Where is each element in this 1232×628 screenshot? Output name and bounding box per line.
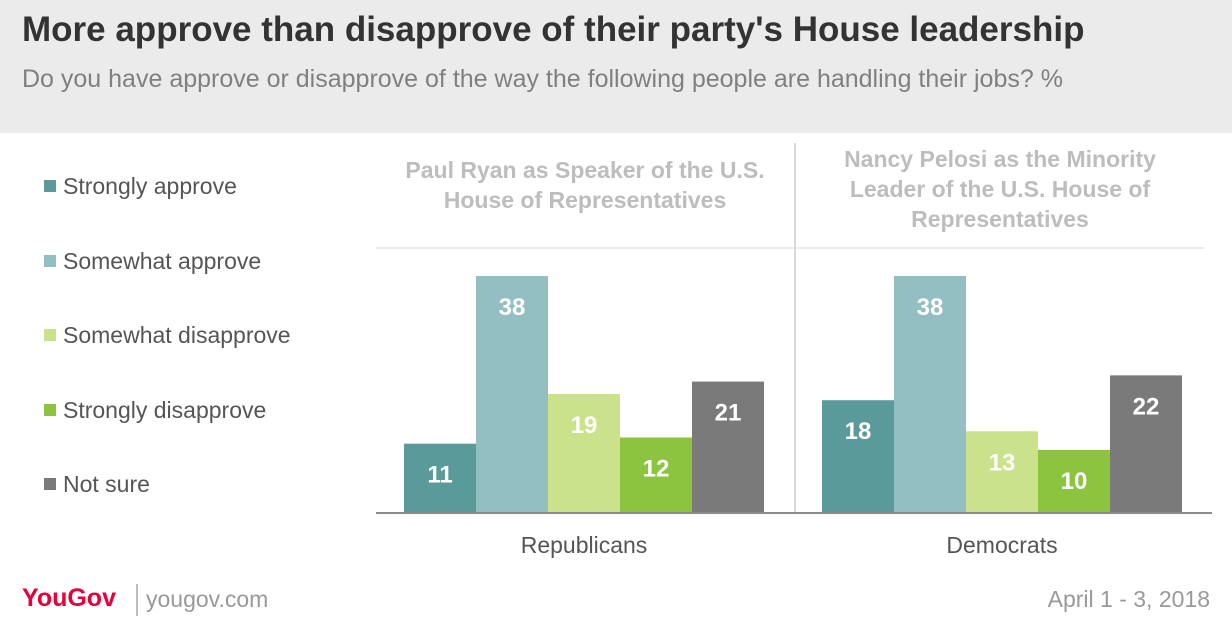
legend-label: Strongly disapprove — [63, 397, 267, 423]
legend-swatch-strongly-approve — [44, 180, 56, 192]
bar-democrats-somewhat-disapprove — [966, 431, 1038, 512]
chart-subtitle: Do you have approve or disapprove of the… — [22, 65, 1063, 93]
data-label-democrats-strongly-approve: 18 — [845, 418, 872, 445]
bar-republicans-somewhat-disapprove — [548, 394, 620, 512]
bar-democrats-strongly-disapprove — [1038, 449, 1110, 512]
legend-swatch-not-sure — [44, 478, 56, 490]
panel-title-pelosi: Nancy Pelosi as the Minority Leader of t… — [844, 146, 1156, 232]
bar-republicans-strongly-disapprove — [620, 437, 692, 512]
bar-democrats-strongly-approve — [822, 400, 894, 512]
data-label-republicans-strongly-disapprove: 12 — [643, 455, 670, 482]
data-label-republicans-not-sure: 21 — [715, 400, 742, 427]
data-label-democrats-strongly-disapprove: 10 — [1061, 468, 1088, 495]
bar-republicans-not-sure — [692, 381, 764, 512]
bar-democrats-somewhat-approve — [894, 276, 966, 512]
legend-swatch-strongly-disapprove — [44, 404, 56, 416]
category-label-democrats: Democrats — [946, 532, 1058, 558]
data-label-democrats-somewhat-approve: 38 — [917, 294, 944, 321]
footer-divider — [136, 584, 138, 616]
chart-title: More approve than disapprove of their pa… — [22, 10, 1085, 49]
bar-democrats-not-sure — [1110, 375, 1182, 512]
survey-date: April 1 - 3, 2018 — [1047, 586, 1210, 612]
legend-label: Somewhat approve — [63, 248, 262, 274]
category-label-republicans: Republicans — [520, 532, 648, 558]
data-label-republicans-strongly-approve: 11 — [427, 462, 452, 489]
legend-swatch-somewhat-disapprove — [44, 329, 56, 341]
header-band: More approve than disapprove of their pa… — [0, 0, 1232, 133]
legend-label: Somewhat disapprove — [63, 322, 291, 348]
footer-url: yougov.com — [146, 586, 269, 612]
bar-republicans-strongly-approve — [404, 443, 476, 512]
legend-swatch-somewhat-approve — [44, 255, 56, 267]
data-label-democrats-somewhat-disapprove: 13 — [989, 449, 1016, 476]
legend-label: Strongly approve — [63, 173, 237, 199]
legend-label: Not sure — [63, 471, 150, 497]
yougov-logo: YouGov — [22, 584, 116, 612]
data-label-republicans-somewhat-disapprove: 19 — [571, 412, 598, 439]
data-label-republicans-somewhat-approve: 38 — [499, 294, 526, 321]
bar-republicans-somewhat-approve — [476, 276, 548, 512]
data-label-democrats-not-sure: 22 — [1133, 393, 1160, 420]
panel-title-ryan: Paul Ryan as Speaker of the U.S. House o… — [405, 157, 765, 213]
